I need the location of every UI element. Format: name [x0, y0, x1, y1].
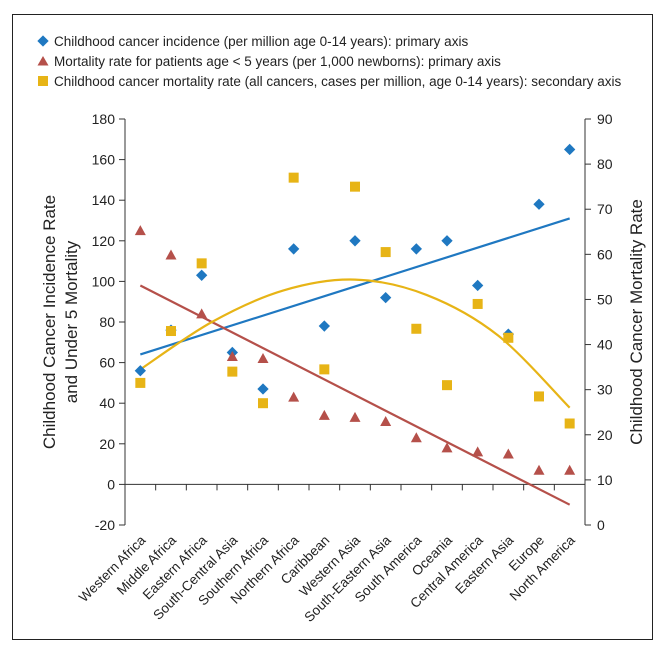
cancer-mortality-point [166, 326, 176, 337]
incidence-point [349, 235, 361, 247]
cancer-mortality-point [411, 323, 422, 334]
y-tick-label: 0 [107, 476, 115, 492]
trendline-linear [140, 217, 570, 356]
under5-mortality-point [533, 464, 545, 475]
y2-tick-label: 60 [597, 246, 613, 262]
y-tick-label: -20 [95, 517, 115, 533]
y2-tick-label: 80 [597, 156, 613, 172]
incidence-point [288, 243, 300, 255]
incidence-point [134, 365, 146, 377]
incidence-point [257, 383, 269, 395]
y-tick-label: 140 [92, 192, 116, 208]
y2-tick-label: 30 [597, 382, 613, 398]
incidence-point [380, 291, 392, 304]
cancer-mortality-point [288, 172, 299, 183]
under5-mortality-point [134, 225, 146, 236]
chart-frame: Childhood cancer incidence (per million … [12, 14, 653, 640]
y2-axis-title: Childhood Cancer Mortality Rate [627, 199, 646, 445]
incidence-point [196, 269, 208, 281]
y-tick-label: 20 [99, 436, 115, 452]
cancer-mortality-point [380, 247, 391, 258]
cancer-mortality-point [196, 258, 207, 269]
y-tick-label: 40 [99, 395, 115, 411]
cancer-mortality-point [442, 380, 452, 391]
incidence-point [410, 243, 422, 255]
y2-tick-label: 70 [597, 201, 613, 217]
y-tick-label: 120 [92, 233, 116, 249]
under5-mortality-point [318, 409, 330, 420]
y2-tick-label: 0 [597, 517, 605, 533]
y-axis-title: Childhood Cancer Incidence Rate and Under… [40, 195, 81, 449]
under5-mortality-point [564, 464, 576, 475]
cancer-mortality-point [135, 377, 146, 388]
y2-tick-label: 40 [597, 337, 613, 353]
y2-tick-label: 90 [597, 111, 613, 127]
incidence-point [472, 279, 484, 292]
under5-mortality-point [288, 391, 300, 402]
under5-mortality-point [380, 415, 392, 426]
under5-mortality-point [257, 353, 269, 364]
under5-mortality-point [196, 308, 208, 319]
trendline-polynomial [139, 278, 571, 409]
cancer-mortality-point [319, 364, 330, 375]
incidence-point [318, 320, 330, 332]
legend-label: Childhood cancer mortality rate (all can… [54, 74, 622, 89]
under5-mortality-point [502, 448, 514, 459]
under5-mortality-point [349, 411, 361, 422]
y2-tick-label: 20 [597, 427, 613, 443]
y-tick-label: 180 [92, 111, 116, 127]
cancer-mortality-point [503, 332, 514, 343]
y2-tick-label: 10 [597, 472, 613, 488]
y-tick-label: 80 [99, 314, 115, 330]
cancer-mortality-point [227, 366, 238, 377]
cancer-mortality-point [350, 181, 360, 192]
legend-marker-diamond [37, 35, 49, 47]
legend-label: Mortality rate for patients age < 5 year… [54, 54, 501, 69]
y-tick-label: 60 [99, 355, 115, 371]
cancer-mortality-point [472, 298, 483, 309]
legend-marker-square [38, 76, 48, 86]
legend-label: Childhood cancer incidence (per million … [54, 34, 468, 49]
under5-mortality-point [441, 442, 453, 453]
cancer-mortality-point [258, 398, 268, 409]
under5-mortality-point [410, 432, 422, 443]
legend-marker-triangle [37, 56, 49, 66]
chart: Childhood cancer incidence (per million … [37, 34, 646, 625]
under5-mortality-point [165, 249, 177, 260]
y-tick-label: 100 [92, 273, 116, 289]
cancer-mortality-point [564, 418, 575, 429]
incidence-point [441, 235, 453, 247]
y2-tick-label: 50 [597, 291, 613, 307]
under5-mortality-point [472, 446, 484, 457]
y-tick-label: 160 [92, 152, 116, 168]
under5-mortality-point [226, 351, 238, 362]
cancer-mortality-point [534, 391, 544, 402]
incidence-point [564, 143, 576, 156]
incidence-point [533, 198, 545, 210]
